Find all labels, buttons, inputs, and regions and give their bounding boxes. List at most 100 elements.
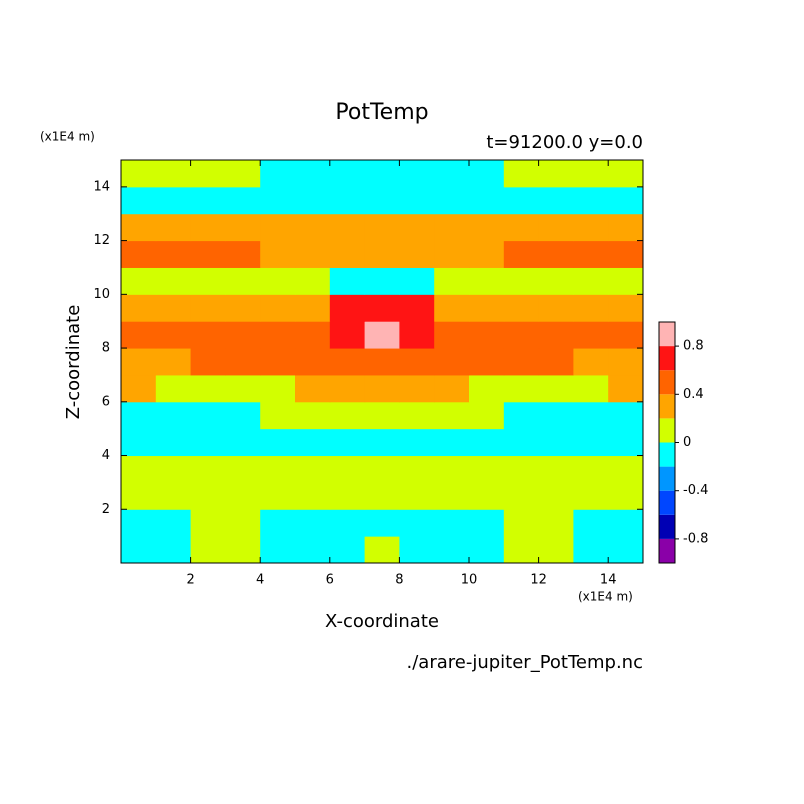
contour-cell xyxy=(469,482,505,510)
contour-cell xyxy=(155,374,192,403)
contour-cell xyxy=(434,401,470,430)
x-tick-label: 6 xyxy=(326,573,334,588)
contour-cell xyxy=(469,536,505,564)
contour-cell xyxy=(503,428,540,457)
contour-cell xyxy=(503,240,540,268)
contour-cell xyxy=(295,294,331,322)
x-tick-label: 10 xyxy=(461,573,478,588)
contour-cell xyxy=(329,455,366,483)
contour-cell xyxy=(121,455,157,483)
contour-cell xyxy=(155,536,192,564)
contour-cell xyxy=(399,428,435,457)
contour-cell xyxy=(121,428,157,457)
contour-cell xyxy=(329,160,366,188)
contour-cell xyxy=(121,213,157,242)
contour-cell xyxy=(538,321,574,349)
contour-cell xyxy=(608,374,644,403)
contour-cell xyxy=(329,321,366,349)
contour-cell xyxy=(538,509,574,537)
contour-cell xyxy=(364,455,400,483)
contour-cell xyxy=(155,401,192,430)
colorbar-swatch xyxy=(659,466,675,491)
contour-cell xyxy=(364,348,400,376)
contour-cell xyxy=(538,186,574,215)
contour-cell xyxy=(434,536,470,564)
contour-cell xyxy=(538,294,574,322)
contour-cell xyxy=(329,428,366,457)
contour-cell xyxy=(469,428,505,457)
x-tick-label: 12 xyxy=(530,573,547,588)
y-tick-label: 14 xyxy=(93,179,110,194)
contour-cell xyxy=(190,482,226,510)
contour-cell xyxy=(608,267,644,295)
contour-cell xyxy=(434,186,470,215)
contour-cell xyxy=(329,536,366,564)
contour-cell xyxy=(608,160,644,188)
contour-cell xyxy=(190,267,226,295)
contour-cell xyxy=(469,213,505,242)
contour-cell xyxy=(434,348,470,376)
contour-cell xyxy=(538,428,574,457)
colorbar-tick-label: 0.8 xyxy=(683,339,704,354)
contour-cell xyxy=(260,482,296,510)
contour-cell xyxy=(399,374,435,403)
contour-cell xyxy=(260,509,296,537)
contour-cell xyxy=(329,240,366,268)
contour-cell xyxy=(399,267,435,295)
contour-cell xyxy=(573,267,609,295)
contour-cell xyxy=(190,509,226,537)
contour-cell xyxy=(155,186,192,215)
contour-cell xyxy=(190,213,226,242)
contour-cell xyxy=(121,294,157,322)
contour-cell xyxy=(469,374,505,403)
contour-cell xyxy=(364,509,400,537)
contour-cell xyxy=(399,401,435,430)
contour-cell xyxy=(573,536,609,564)
contour-cell xyxy=(573,240,609,268)
contour-cell xyxy=(295,536,331,564)
contour-cell xyxy=(225,536,261,564)
contour-cell xyxy=(364,160,400,188)
contour-cell xyxy=(329,213,366,242)
contour-cell xyxy=(121,240,157,268)
y-tick-label: 10 xyxy=(93,287,110,302)
contour-cell xyxy=(225,213,261,242)
y-tick-label: 4 xyxy=(102,448,110,463)
contour-cell xyxy=(329,482,366,510)
contour-cell xyxy=(573,321,609,349)
contour-cell xyxy=(503,536,540,564)
contour-cell xyxy=(503,294,540,322)
contour-cell xyxy=(190,160,226,188)
contour-cell xyxy=(608,428,644,457)
colorbar-swatch xyxy=(659,370,675,395)
contour-cell xyxy=(434,321,470,349)
contour-cell xyxy=(503,401,540,430)
y-axis-label: Z-coordinate xyxy=(63,305,84,420)
contour-cell xyxy=(469,455,505,483)
contour-cell xyxy=(503,455,540,483)
contour-cell xyxy=(469,509,505,537)
colorbar-swatch xyxy=(659,418,675,443)
contour-cell xyxy=(190,428,226,457)
contour-cell xyxy=(503,509,540,537)
contour-cell xyxy=(190,321,226,349)
y-tick-label: 8 xyxy=(102,341,110,356)
colorbar-swatch xyxy=(659,394,675,419)
x-tick-label: 4 xyxy=(256,573,264,588)
contour-cell xyxy=(260,294,296,322)
contour-cell xyxy=(329,294,366,322)
contour-cell xyxy=(155,428,192,457)
contour-cell xyxy=(295,321,331,349)
contour-cell xyxy=(155,482,192,510)
contour-cell xyxy=(503,186,540,215)
contour-cell xyxy=(295,213,331,242)
contour-cell xyxy=(121,267,157,295)
contour-cell xyxy=(364,240,400,268)
contour-cell xyxy=(260,374,296,403)
contour-cell xyxy=(573,213,609,242)
contour-cell xyxy=(364,267,400,295)
contour-cell xyxy=(295,401,331,430)
contour-cell xyxy=(608,455,644,483)
x-axis-label: X-coordinate xyxy=(325,611,439,632)
contour-cell xyxy=(329,509,366,537)
